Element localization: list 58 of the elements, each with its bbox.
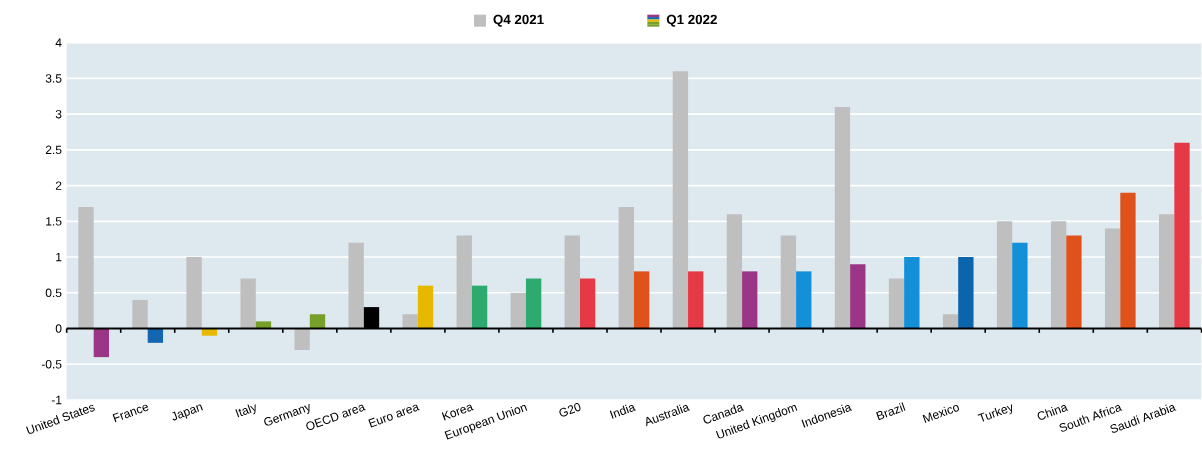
bar <box>1174 142 1190 329</box>
bar <box>618 207 635 329</box>
bar <box>1104 228 1121 329</box>
bar <box>78 207 94 329</box>
bar <box>850 264 866 329</box>
x-tick-label: Mexico <box>922 405 959 423</box>
x-tick-label: Euro area <box>368 404 420 428</box>
bar <box>471 285 488 329</box>
bar <box>996 221 1013 329</box>
y-tick-label: -0.5 <box>41 360 62 369</box>
bar <box>240 278 256 329</box>
bar <box>1066 235 1082 329</box>
y-tick-label: 0.5 <box>45 288 62 298</box>
bar <box>904 257 920 329</box>
bar <box>348 242 364 329</box>
bar <box>672 71 689 329</box>
bar <box>1159 214 1175 329</box>
x-tick-label: Italy <box>235 404 256 418</box>
legend-label: Q1 2022 <box>666 14 717 27</box>
y-tick-label: 1 <box>56 252 62 262</box>
y-tick-label: 4 <box>55 38 62 47</box>
bar <box>796 271 812 329</box>
bar <box>780 235 797 329</box>
x-tick-label: G20 <box>559 402 581 417</box>
x-tick-label: Japan <box>172 404 203 421</box>
bar <box>888 278 905 329</box>
bar <box>726 214 743 329</box>
bar <box>417 285 434 329</box>
bar <box>634 271 650 329</box>
bar <box>1012 242 1028 329</box>
y-tick-label: 0 <box>55 324 62 333</box>
bar <box>186 257 202 329</box>
bar <box>1120 192 1136 329</box>
y-tick-label: 3.5 <box>45 74 62 83</box>
x-tick-label: United States <box>26 404 95 434</box>
legend-label: Q4 2021 <box>493 14 544 27</box>
x-tick-label: India <box>609 404 636 419</box>
bar <box>834 106 851 329</box>
y-tick-label: 2.5 <box>45 145 62 155</box>
bar <box>525 278 542 329</box>
bar <box>1050 221 1067 329</box>
bar <box>132 299 148 329</box>
bar <box>456 235 472 329</box>
y-tick-label: 1.5 <box>46 217 62 226</box>
bar <box>742 271 758 329</box>
y-tick-label: 2 <box>55 181 62 190</box>
y-tick-label: -1 <box>51 395 62 405</box>
bar <box>510 292 526 329</box>
bar <box>579 278 596 329</box>
y-tick-label: 3 <box>55 109 62 119</box>
x-tick-label: Brazil <box>876 402 906 421</box>
bar <box>688 271 704 329</box>
bar <box>294 328 310 350</box>
x-tick-label: France <box>112 404 149 423</box>
bar <box>564 235 580 329</box>
x-tick-label: Turkey <box>977 404 1013 422</box>
bar <box>93 328 110 358</box>
bar <box>958 257 974 329</box>
